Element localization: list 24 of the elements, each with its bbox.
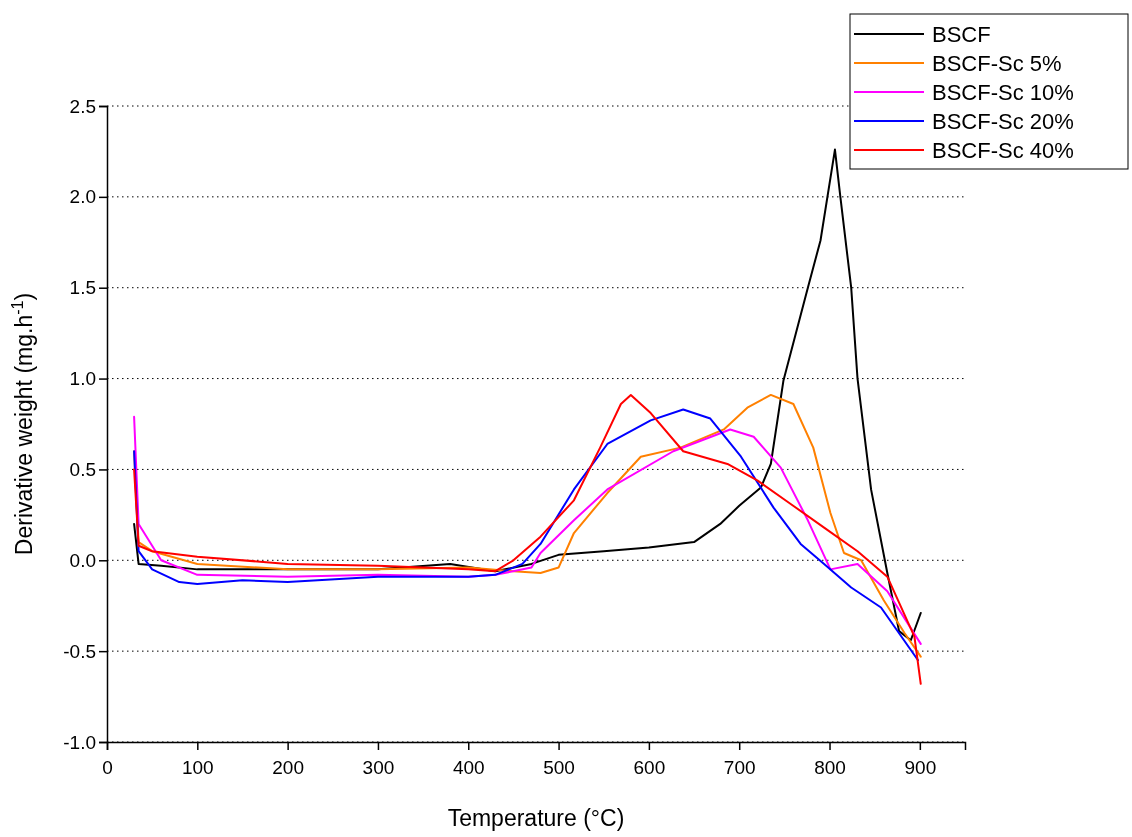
x-axis-title: Temperature (°C): [447, 805, 625, 831]
legend-label: BSCF: [932, 22, 991, 47]
x-tick-label: 100: [181, 756, 214, 778]
x-tick-label: 200: [272, 756, 304, 778]
x-tick-label: 400: [452, 756, 485, 778]
y-tick-label: 2.0: [69, 186, 96, 208]
x-tick-label: 0: [102, 756, 113, 778]
y-tick-label: 2.5: [69, 95, 96, 117]
x-tick-label: 500: [543, 756, 575, 778]
x-tick-label: 600: [633, 756, 666, 778]
y-tick-label: -1.0: [63, 731, 96, 753]
legend-label: BSCF-Sc 20%: [932, 109, 1074, 134]
legend-label: BSCF-Sc 5%: [932, 51, 1062, 76]
legend-label: BSCF-Sc 40%: [932, 138, 1074, 163]
y-tick-label: 1.0: [69, 368, 96, 390]
x-tick-label: 800: [814, 756, 846, 778]
y-tick-label: 0.5: [69, 459, 96, 481]
x-tick-label: 300: [362, 756, 395, 778]
y-tick-label: 1.5: [69, 277, 96, 299]
y-tick-label: 0.0: [69, 549, 96, 571]
y-tick-label: -0.5: [63, 640, 96, 662]
x-tick-label: 900: [904, 756, 937, 778]
legend-label: BSCF-Sc 10%: [932, 80, 1074, 105]
x-tick-label: 700: [723, 756, 756, 778]
